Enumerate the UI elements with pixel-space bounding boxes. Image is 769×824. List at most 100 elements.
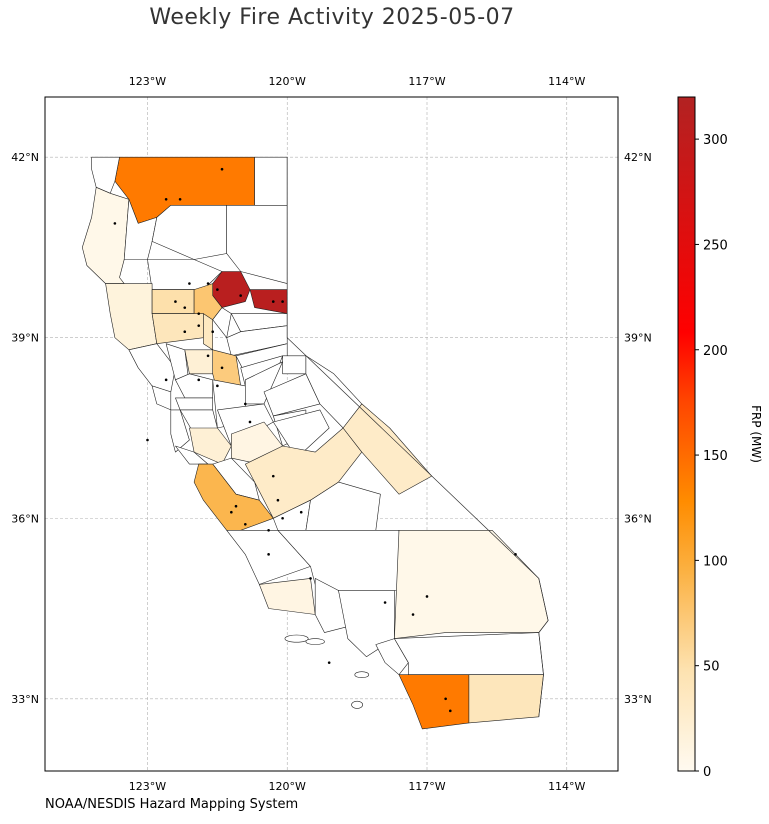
colorbar-tick-label: 100	[703, 554, 728, 569]
region-san-mateo-sf	[170, 409, 190, 453]
fire-point	[411, 613, 415, 616]
fire-point	[514, 553, 517, 556]
region-colusa	[151, 313, 204, 344]
region-solano	[175, 373, 213, 399]
island	[284, 634, 309, 643]
region-san-diego	[398, 674, 470, 730]
region-alpine	[282, 355, 307, 375]
region-riverside	[394, 632, 544, 675]
colorbar-tick-label: 50	[703, 660, 720, 675]
fire-point	[327, 661, 331, 664]
fire-point	[216, 384, 219, 388]
fire-point	[271, 300, 275, 303]
source-credit: NOAA/NESDIS Hazard Mapping System	[45, 797, 299, 812]
fire-point	[267, 553, 270, 556]
region-san-bernardino	[394, 530, 549, 639]
region-santa-clara	[189, 427, 232, 465]
fire-point	[197, 312, 201, 315]
fire-point	[206, 282, 210, 285]
region-del-norte	[91, 156, 120, 194]
fire-point	[197, 378, 201, 382]
colorbar-ticks: 0 50 100 150 200 250 300	[695, 133, 728, 780]
top-lon-tick-label: 123°W	[129, 75, 166, 88]
island	[305, 638, 325, 645]
fire-point	[281, 516, 284, 520]
axis-ticks: 123°W 123°W 120°W 120°W 117°W 117°W 114°W 114°W…	[11, 75, 651, 793]
fire-point	[271, 474, 275, 478]
fire-point	[220, 167, 224, 171]
bottom-lon-tick-label: 120°W	[269, 780, 306, 793]
region-sutter	[203, 313, 213, 351]
bottom-lon-tick-label: 117°W	[408, 780, 445, 793]
right-lat-tick-label: 42°N	[624, 151, 652, 164]
fire-point	[146, 438, 149, 442]
fire-point	[174, 300, 177, 303]
island	[354, 671, 370, 679]
fire-point	[211, 330, 215, 333]
fire-point	[183, 306, 187, 309]
region-orange	[375, 638, 409, 675]
fire-point	[239, 294, 242, 297]
region-shasta	[151, 205, 227, 260]
region-santa-barbara	[259, 578, 316, 615]
fire-point	[425, 595, 429, 598]
colorbar-label: FRP (MW)	[749, 405, 763, 463]
region-mendocino	[105, 283, 158, 351]
fire-point	[383, 601, 387, 604]
right-lat-tick-label: 39°N	[624, 332, 652, 345]
top-lon-tick-label: 120°W	[269, 75, 306, 88]
fire-point	[188, 282, 191, 285]
island	[351, 700, 364, 709]
right-lat-tick-label: 33°N	[624, 693, 652, 706]
fire-point	[309, 577, 312, 580]
fire-point	[444, 697, 447, 701]
fire-point	[281, 300, 284, 303]
fire-point	[164, 378, 168, 382]
colorbar-tick-label: 250	[703, 238, 728, 253]
fire-point	[230, 510, 233, 514]
region-lassen	[226, 205, 288, 284]
region-tulare	[305, 481, 381, 531]
left-lat-tick-label: 39°N	[11, 332, 39, 345]
left-lat-tick-label: 36°N	[11, 512, 39, 525]
left-lat-tick-label: 33°N	[11, 693, 39, 706]
fire-point	[113, 222, 117, 225]
fire-point	[216, 288, 219, 291]
fire-point	[197, 324, 201, 327]
fire-point	[234, 504, 238, 508]
region-glenn	[151, 289, 195, 314]
region-modoc	[254, 156, 288, 206]
region-imperial	[468, 674, 544, 724]
bottom-lon-tick-label: 114°W	[548, 780, 585, 793]
left-lat-tick-label: 42°N	[11, 151, 39, 164]
fire-point	[248, 420, 252, 424]
fire-points	[113, 167, 517, 713]
bottom-lon-tick-label: 123°W	[129, 780, 166, 793]
fire-point	[164, 198, 168, 201]
map-title: Weekly Fire Activity 2025-05-07	[149, 5, 515, 30]
nevada-border	[286, 157, 549, 717]
region-contra-costa	[175, 397, 213, 411]
fire-point	[448, 709, 452, 713]
region-humboldt	[82, 187, 130, 284]
fire-point	[244, 522, 247, 526]
state-outline	[284, 157, 549, 717]
colorbar-tick-label: 0	[703, 765, 711, 780]
region-monterey	[193, 463, 274, 531]
region-madera	[273, 409, 330, 459]
colorbar-tick-label: 150	[703, 449, 728, 464]
fire-point	[267, 528, 270, 532]
fire-point	[276, 498, 280, 502]
fire-point	[183, 330, 187, 333]
colorbar-tick-label: 300	[703, 133, 728, 148]
top-lon-tick-label: 114°W	[548, 75, 585, 88]
region-ventura	[314, 578, 349, 633]
map-frame	[44, 96, 619, 772]
right-lat-tick-label: 36°N	[624, 512, 652, 525]
colorbar-tick-label: 200	[703, 344, 728, 359]
colorbar-gradient	[677, 96, 696, 772]
fire-point	[206, 354, 210, 358]
colorbar: 0 50 100 150 200 250 300 FRP (MW)	[677, 96, 763, 780]
